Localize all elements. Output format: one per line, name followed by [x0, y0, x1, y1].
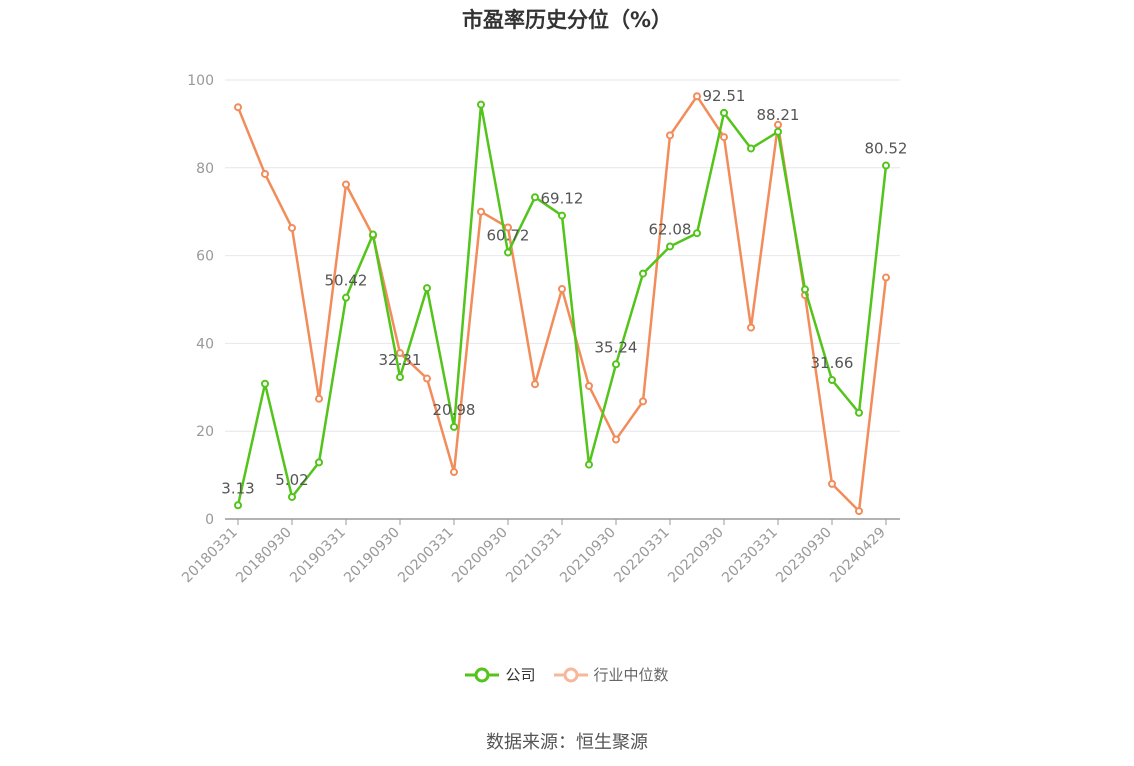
industry-point	[639, 397, 647, 406]
company-point	[342, 293, 350, 302]
legend-label-industry: 行业中位数	[593, 666, 669, 684]
company-point	[612, 360, 620, 369]
company-point	[315, 458, 323, 467]
company-point	[585, 460, 593, 469]
y-tick-label: 20	[196, 424, 214, 440]
x-tick-label: 20180331	[179, 525, 241, 587]
data-label: 32.31	[379, 351, 422, 369]
data-label: 88.21	[757, 106, 800, 124]
company-point	[882, 161, 890, 170]
x-tick-label: 20190331	[287, 525, 349, 587]
company-point	[855, 408, 863, 417]
y-tick-label: 60	[196, 249, 214, 265]
y-tick-label: 100	[187, 73, 214, 89]
industry-point	[585, 381, 593, 390]
series-line-industry	[236, 94, 888, 513]
company-point	[666, 242, 674, 251]
legend-item-company[interactable]: 公司	[465, 664, 536, 685]
industry-point	[558, 284, 566, 293]
company-point	[504, 248, 512, 257]
data-label: 20.98	[433, 401, 476, 419]
company-point	[396, 373, 404, 382]
x-tick-label: 20210331	[503, 525, 565, 587]
y-tick-label: 40	[196, 336, 214, 352]
legend-label-company: 公司	[505, 666, 536, 684]
x-tick-label: 20230930	[773, 525, 835, 587]
x-tick-label: 20220331	[611, 525, 673, 587]
industry-point	[342, 180, 350, 189]
data-label: 62.08	[649, 220, 692, 238]
industry-point	[450, 468, 458, 477]
company-point	[801, 285, 809, 294]
industry-point	[828, 479, 836, 488]
y-tick-label: 0	[205, 512, 214, 528]
company-point	[477, 100, 485, 109]
company-point	[288, 492, 296, 501]
industry-point	[504, 223, 512, 232]
industry-point	[234, 103, 242, 112]
company-point	[693, 229, 701, 238]
x-tick-label: 20200331	[395, 525, 457, 587]
x-tick-label: 20240429	[827, 525, 889, 587]
industry-point	[261, 169, 269, 178]
company-point	[423, 284, 431, 293]
industry-point	[288, 223, 296, 232]
legend: 公司 行业中位数	[0, 664, 1134, 685]
legend-company-marker	[465, 667, 500, 682]
company-point	[531, 193, 539, 202]
data-label: 50.42	[325, 272, 368, 290]
industry-point	[855, 507, 863, 516]
x-tick-label: 20210930	[557, 525, 619, 587]
series-line-company	[236, 103, 888, 506]
legend-item-industry[interactable]: 行业中位数	[553, 664, 669, 685]
x-tick-label: 20220930	[665, 525, 727, 587]
data-label: 35.24	[595, 338, 638, 356]
data-label: 3.13	[221, 479, 254, 497]
company-point	[558, 211, 566, 220]
company-point	[639, 269, 647, 278]
industry-point	[747, 323, 755, 332]
industry-point	[477, 207, 485, 216]
industry-point	[423, 374, 431, 383]
chart-title: 市盈率历史分位（%）	[461, 8, 673, 32]
x-tick-label: 20200930	[449, 525, 511, 587]
line-chart: 0 20 40 60 80 100 2018033120180930201903312019…	[179, 73, 908, 587]
data-source: 数据来源：恒生聚源	[486, 732, 648, 753]
company-point	[261, 379, 269, 388]
y-tick-label: 80	[196, 161, 214, 177]
data-label: 60.72	[487, 226, 530, 244]
company-point	[774, 127, 782, 136]
company-point	[369, 230, 377, 239]
data-label: 69.12	[541, 190, 584, 208]
x-tick-label: 20230331	[719, 525, 781, 587]
industry-point	[720, 133, 728, 142]
industry-point	[882, 273, 890, 282]
industry-point	[612, 435, 620, 444]
legend-industry-marker	[553, 667, 588, 682]
company-point	[234, 501, 242, 510]
company-point	[720, 108, 728, 117]
company-point	[747, 144, 755, 153]
x-tick-label: 20190930	[341, 525, 403, 587]
industry-point	[693, 92, 701, 101]
data-label: 5.02	[275, 471, 308, 489]
industry-point	[666, 131, 674, 140]
industry-point	[315, 394, 323, 403]
industry-point	[531, 380, 539, 389]
data-label: 92.51	[703, 87, 746, 105]
x-tick-label: 20180930	[233, 525, 295, 587]
company-point	[450, 422, 458, 431]
data-label: 80.52	[865, 140, 908, 158]
industry-point	[396, 349, 404, 358]
company-point	[828, 376, 836, 385]
data-label: 31.66	[811, 354, 854, 372]
